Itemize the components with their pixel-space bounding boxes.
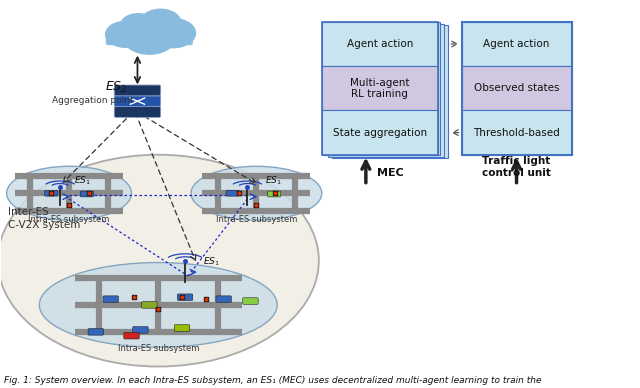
FancyBboxPatch shape: [333, 25, 449, 158]
FancyBboxPatch shape: [132, 327, 148, 333]
Circle shape: [120, 14, 156, 36]
Text: Agent action: Agent action: [347, 39, 413, 49]
Circle shape: [141, 9, 180, 35]
Text: State aggregation: State aggregation: [333, 128, 427, 138]
FancyBboxPatch shape: [328, 24, 444, 157]
Text: Intra-ES subsystem: Intra-ES subsystem: [118, 344, 199, 353]
Text: $ES_1$: $ES_1$: [74, 175, 92, 187]
Text: Multi-agent
RL training: Multi-agent RL training: [350, 78, 410, 99]
FancyBboxPatch shape: [324, 23, 440, 155]
Ellipse shape: [0, 155, 319, 367]
Text: Fig. 1: System overview. In each Intra-ES subsystem, an ES₁ (MEC) uses decentral: Fig. 1: System overview. In each Intra-E…: [4, 376, 541, 385]
Ellipse shape: [191, 166, 322, 220]
Text: Intra-ES subsystem: Intra-ES subsystem: [28, 215, 110, 224]
FancyBboxPatch shape: [322, 22, 438, 66]
FancyBboxPatch shape: [461, 111, 572, 155]
Text: Traffic light
control unit: Traffic light control unit: [482, 156, 551, 178]
FancyBboxPatch shape: [106, 33, 193, 45]
Text: $ES_2$: $ES_2$: [105, 80, 127, 95]
FancyBboxPatch shape: [174, 325, 190, 331]
Text: MEC: MEC: [376, 168, 403, 178]
FancyBboxPatch shape: [322, 111, 438, 155]
Text: Inter-ES
C-V2X system: Inter-ES C-V2X system: [8, 207, 80, 230]
FancyBboxPatch shape: [177, 294, 193, 300]
FancyBboxPatch shape: [115, 107, 161, 118]
Text: Aggregation point: Aggregation point: [52, 96, 134, 105]
FancyBboxPatch shape: [103, 296, 118, 302]
Text: $ES_1$: $ES_1$: [266, 175, 282, 187]
FancyBboxPatch shape: [88, 329, 104, 335]
Circle shape: [106, 21, 146, 47]
Text: Agent action: Agent action: [483, 39, 550, 49]
FancyBboxPatch shape: [322, 66, 438, 111]
FancyBboxPatch shape: [115, 85, 161, 96]
FancyBboxPatch shape: [124, 333, 140, 339]
FancyBboxPatch shape: [141, 301, 157, 308]
Circle shape: [150, 19, 196, 48]
Ellipse shape: [6, 166, 131, 220]
Circle shape: [123, 20, 175, 54]
FancyBboxPatch shape: [268, 191, 281, 197]
FancyBboxPatch shape: [243, 298, 258, 304]
Text: Intra-ES subsystem: Intra-ES subsystem: [216, 215, 297, 224]
FancyBboxPatch shape: [322, 22, 438, 155]
FancyBboxPatch shape: [461, 66, 572, 111]
FancyBboxPatch shape: [115, 96, 161, 107]
Text: $ES_1$: $ES_1$: [203, 255, 220, 268]
Text: Observed states: Observed states: [474, 83, 559, 93]
FancyBboxPatch shape: [216, 296, 232, 302]
FancyBboxPatch shape: [45, 191, 58, 196]
Ellipse shape: [39, 263, 277, 347]
FancyBboxPatch shape: [81, 191, 93, 197]
FancyBboxPatch shape: [461, 22, 572, 66]
FancyBboxPatch shape: [226, 191, 239, 196]
Text: Threshold-based: Threshold-based: [473, 128, 560, 138]
